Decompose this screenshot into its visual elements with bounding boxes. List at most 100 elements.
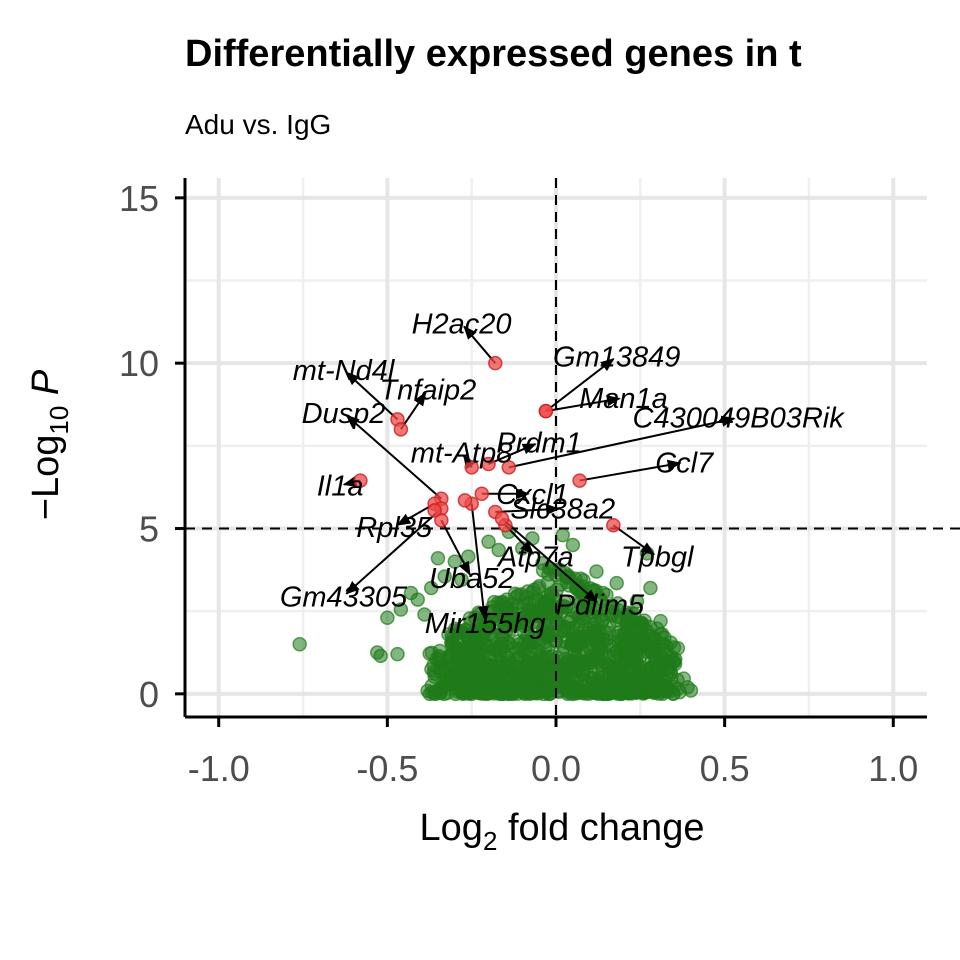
point-non-significant bbox=[683, 683, 699, 698]
point-non-significant bbox=[380, 610, 395, 626]
point-non-significant bbox=[653, 613, 668, 629]
label-leader-line bbox=[495, 503, 561, 516]
x-axis-title: Log2 fold change bbox=[420, 807, 705, 856]
point-non-significant bbox=[528, 686, 544, 701]
point-non-significant bbox=[627, 622, 642, 637]
point-non-significant bbox=[535, 555, 550, 571]
point-non-significant bbox=[465, 644, 480, 660]
point-significant bbox=[538, 403, 554, 419]
point-non-significant bbox=[393, 602, 409, 617]
gene-label: mt-Nd4l bbox=[293, 355, 396, 387]
point-non-significant bbox=[491, 542, 506, 558]
gene-label: C430049B03Rik bbox=[633, 403, 846, 435]
point-non-significant bbox=[420, 683, 435, 699]
point-significant bbox=[481, 456, 496, 472]
y-tick-label: 15 bbox=[119, 178, 159, 219]
gene-label: Pdlim5 bbox=[556, 590, 646, 622]
point-non-significant bbox=[442, 676, 457, 691]
point-significant bbox=[457, 493, 473, 508]
point-non-significant bbox=[565, 537, 581, 553]
axes bbox=[175, 178, 927, 727]
point-non-significant bbox=[595, 661, 610, 676]
point-non-significant bbox=[410, 592, 425, 607]
point-non-significant bbox=[493, 639, 508, 655]
point-non-significant bbox=[531, 578, 547, 594]
point-non-significant bbox=[571, 636, 586, 652]
point-non-significant bbox=[629, 594, 645, 609]
point-non-significant bbox=[390, 646, 405, 662]
point-non-significant bbox=[497, 661, 513, 676]
significant-points bbox=[353, 355, 621, 533]
point-non-significant bbox=[589, 564, 604, 579]
point-non-significant bbox=[458, 627, 473, 643]
point-non-significant bbox=[642, 628, 658, 644]
x-tick-label: 0.5 bbox=[700, 748, 750, 789]
point-non-significant bbox=[526, 667, 541, 682]
gene-label: mt-Atp8 bbox=[411, 437, 513, 469]
label-leader-line bbox=[508, 415, 736, 469]
non-significant-points bbox=[292, 524, 699, 698]
point-non-significant bbox=[609, 575, 624, 591]
gene-label: Uba52 bbox=[429, 563, 514, 595]
point-non-significant bbox=[520, 608, 535, 624]
point-non-significant bbox=[292, 637, 307, 652]
point-non-significant bbox=[540, 642, 556, 657]
x-tick-label: 1.0 bbox=[868, 748, 918, 789]
label-leader-line bbox=[345, 414, 442, 500]
y-tick-label: 5 bbox=[139, 509, 159, 550]
gene-label: Cxcl1 bbox=[496, 479, 569, 511]
chart-subtitle: Adu vs. IgG bbox=[185, 109, 331, 140]
point-non-significant bbox=[627, 652, 642, 668]
point-significant bbox=[474, 486, 490, 502]
point-significant bbox=[488, 355, 503, 371]
non-significant-cloud bbox=[420, 561, 691, 702]
x-tick-labels: -1.0 -0.5 0.0 0.5 1.0 bbox=[188, 748, 919, 789]
point-non-significant bbox=[450, 648, 465, 663]
point-significant bbox=[494, 511, 510, 526]
point-non-significant bbox=[643, 580, 658, 596]
gene-label: Gm13849 bbox=[553, 342, 680, 374]
point-significant bbox=[427, 503, 442, 518]
point-non-significant bbox=[475, 630, 490, 646]
gene-label: Slc38a2 bbox=[510, 494, 615, 526]
point-non-significant bbox=[535, 626, 551, 641]
point-non-significant bbox=[508, 590, 523, 605]
point-non-significant bbox=[437, 569, 452, 584]
label-leaders bbox=[342, 325, 736, 621]
label-leader-line bbox=[545, 395, 621, 413]
x-tick-label: 0.0 bbox=[531, 748, 581, 789]
label-leader-line bbox=[579, 459, 682, 482]
point-non-significant bbox=[538, 595, 554, 611]
point-non-significant bbox=[500, 680, 515, 695]
label-leader-line bbox=[470, 503, 489, 621]
point-significant bbox=[464, 460, 479, 475]
point-non-significant bbox=[482, 666, 498, 681]
chart-title: Differentially expressed genes in t bbox=[185, 33, 802, 75]
gene-label: Atp7a bbox=[496, 542, 574, 574]
gene-label: Mir155hg bbox=[425, 608, 546, 640]
point-non-significant bbox=[648, 684, 663, 700]
label-leader-line bbox=[488, 443, 537, 465]
point-non-significant bbox=[639, 672, 655, 688]
y-tick-label: 0 bbox=[139, 674, 159, 715]
point-significant bbox=[393, 422, 409, 437]
point-significant bbox=[606, 517, 621, 533]
gene-label: Dusp2 bbox=[302, 398, 386, 430]
point-significant bbox=[501, 460, 517, 475]
point-non-significant bbox=[432, 643, 448, 659]
point-non-significant bbox=[481, 534, 496, 549]
point-significant bbox=[434, 512, 449, 528]
gene-label: Tnfaip2 bbox=[379, 375, 476, 407]
gene-label: Il1a bbox=[317, 471, 364, 503]
point-non-significant bbox=[560, 622, 576, 637]
gene-label: Man1a bbox=[579, 383, 668, 415]
point-non-significant bbox=[564, 661, 580, 676]
point-non-significant bbox=[609, 665, 624, 680]
label-leader-line bbox=[345, 507, 442, 595]
point-non-significant bbox=[555, 527, 570, 543]
point-non-significant bbox=[660, 660, 675, 675]
point-non-significant bbox=[594, 648, 609, 664]
point-non-significant bbox=[585, 685, 600, 700]
